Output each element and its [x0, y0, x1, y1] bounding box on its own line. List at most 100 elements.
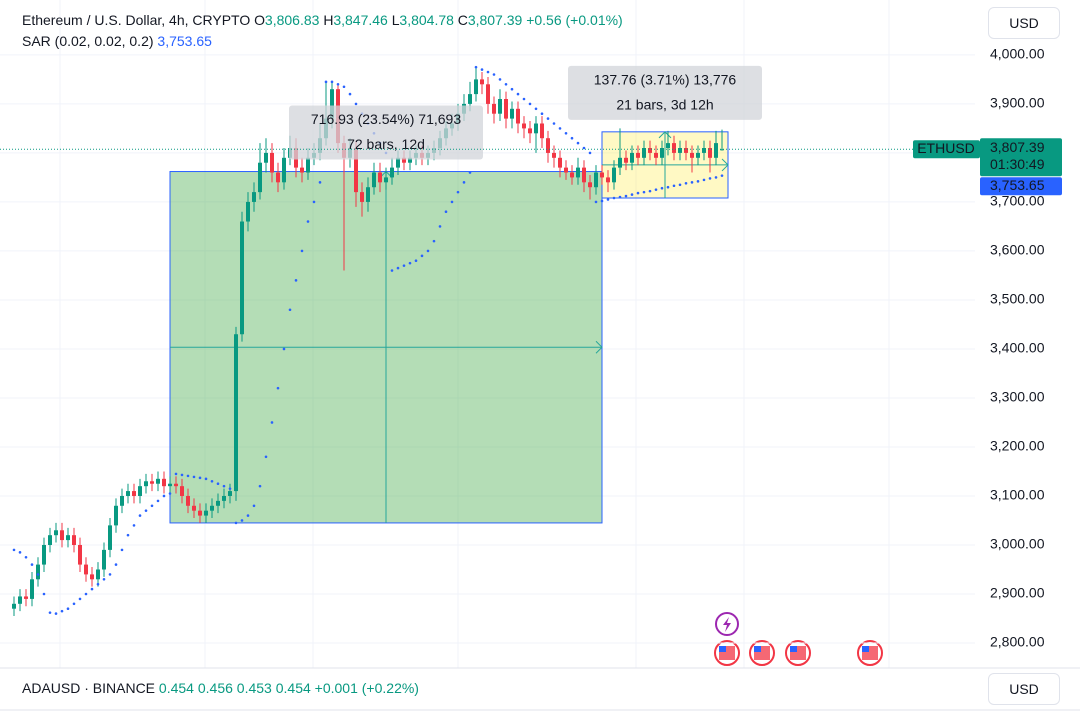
- event-icons: [714, 612, 883, 666]
- indicator-name[interactable]: SAR (0.02, 0.02, 0.2): [22, 33, 154, 49]
- sar-dot: [216, 482, 220, 486]
- sar-dot: [276, 386, 280, 390]
- lightning-glyph: [723, 617, 731, 632]
- flag-icon[interactable]: [714, 640, 740, 666]
- candle-body: [120, 495, 124, 506]
- candle-body: [114, 505, 118, 526]
- ohlc: O 3,806.83 H 3,847.46 L 3,804.78 C 3,807…: [254, 12, 526, 28]
- sar-dot: [18, 551, 22, 554]
- sar-dot: [654, 188, 658, 191]
- sar-dot: [504, 82, 508, 86]
- candle-body: [168, 483, 172, 487]
- candle-body: [534, 123, 538, 134]
- y-tick-label: 4,000.00: [990, 46, 1045, 62]
- candle-body: [216, 500, 220, 506]
- sub-pane-legend: ADAUSD · BINANCE 0.454 0.456 0.453 0.454…: [22, 680, 419, 696]
- candle-body: [132, 491, 136, 496]
- flag-icon[interactable]: [857, 640, 883, 666]
- sar-dot: [540, 112, 544, 116]
- candle-body: [24, 596, 28, 599]
- sar-dot: [522, 97, 526, 101]
- candle-body: [360, 192, 364, 202]
- sar-dot: [354, 102, 358, 106]
- sar-dot: [252, 504, 256, 508]
- candle-body: [42, 544, 46, 565]
- sar-dot: [246, 514, 250, 517]
- sar-dot: [204, 477, 208, 481]
- sar-dot: [498, 78, 502, 81]
- candle-body: [642, 148, 646, 158]
- measure-arrow: [595, 340, 603, 354]
- candle-body: [660, 148, 664, 158]
- sar-dot: [312, 200, 316, 204]
- sar-dot: [480, 68, 484, 71]
- sar-dot: [228, 487, 232, 490]
- sar-dot: [342, 85, 346, 89]
- symbol-tag-text: ETHUSD: [917, 140, 975, 156]
- candle-body: [102, 549, 106, 570]
- sar-dot: [60, 609, 64, 613]
- sar-dot: [432, 239, 436, 243]
- currency-button[interactable]: USD: [988, 7, 1060, 39]
- candle-body: [654, 152, 658, 158]
- candle-body: [126, 491, 130, 496]
- sar-dot: [348, 92, 352, 96]
- candle-body: [606, 177, 610, 183]
- sar-dot: [684, 181, 688, 185]
- sar-dot: [150, 504, 154, 508]
- measure-arrow: [658, 131, 672, 139]
- sar-dot: [282, 347, 286, 351]
- sar-dot: [330, 80, 334, 84]
- sar-dot: [468, 171, 472, 174]
- candle-body: [48, 535, 52, 545]
- candle-body: [576, 167, 580, 178]
- flag-icon[interactable]: [749, 640, 775, 666]
- candle-body: [498, 98, 502, 114]
- candle-body: [204, 510, 208, 516]
- candle-body: [696, 152, 700, 158]
- sar-dot: [390, 269, 394, 272]
- sar-dot: [714, 176, 718, 179]
- sar-dot: [186, 474, 190, 478]
- y-tick-label: 3,600.00: [990, 242, 1045, 258]
- sar-dot: [546, 117, 550, 120]
- sar-dot: [12, 548, 16, 552]
- candle-body: [678, 148, 682, 153]
- symbol: Ethereum / U.S. Dollar, 4h, CRYPTO: [22, 12, 251, 28]
- sar-dot: [84, 592, 88, 596]
- sar-dot: [48, 611, 52, 614]
- sar-dot: [270, 421, 274, 424]
- sar-dot: [600, 199, 604, 203]
- sar-legend: SAR (0.02, 0.02, 0.2) 3,753.65: [22, 33, 212, 49]
- measure-label-box: [568, 65, 762, 120]
- candle-body: [150, 481, 154, 484]
- candle-body: [558, 157, 562, 168]
- price-tag-text: 3,807.39: [990, 139, 1045, 155]
- sar-dot: [162, 494, 166, 498]
- candle-body: [468, 94, 472, 104]
- candle-body: [666, 143, 670, 149]
- sar-dot: [72, 602, 76, 606]
- ohlc-key: C: [457, 12, 468, 28]
- candle-body: [510, 108, 514, 119]
- candle-body: [720, 149, 724, 151]
- candle-body: [354, 148, 358, 193]
- sar-dot: [444, 210, 448, 214]
- sar-tag: [980, 177, 1062, 196]
- sar-dot: [474, 65, 478, 69]
- sar-dot: [558, 127, 562, 130]
- y-tick-label: 3,300.00: [990, 389, 1045, 405]
- candle-body: [684, 148, 688, 153]
- sar-dot: [198, 476, 202, 480]
- sar-dot: [672, 184, 676, 188]
- sar-dot: [414, 259, 418, 263]
- sub-value: 0.454: [275, 680, 311, 696]
- flag-icon[interactable]: [785, 640, 811, 666]
- measure-label: 21 bars, 3d 12h: [616, 97, 713, 113]
- sar-dot: [264, 455, 268, 459]
- currency-button[interactable]: USD: [988, 673, 1060, 705]
- candle-body: [408, 157, 412, 163]
- sar-dot: [576, 141, 580, 145]
- sar-dot: [300, 249, 304, 253]
